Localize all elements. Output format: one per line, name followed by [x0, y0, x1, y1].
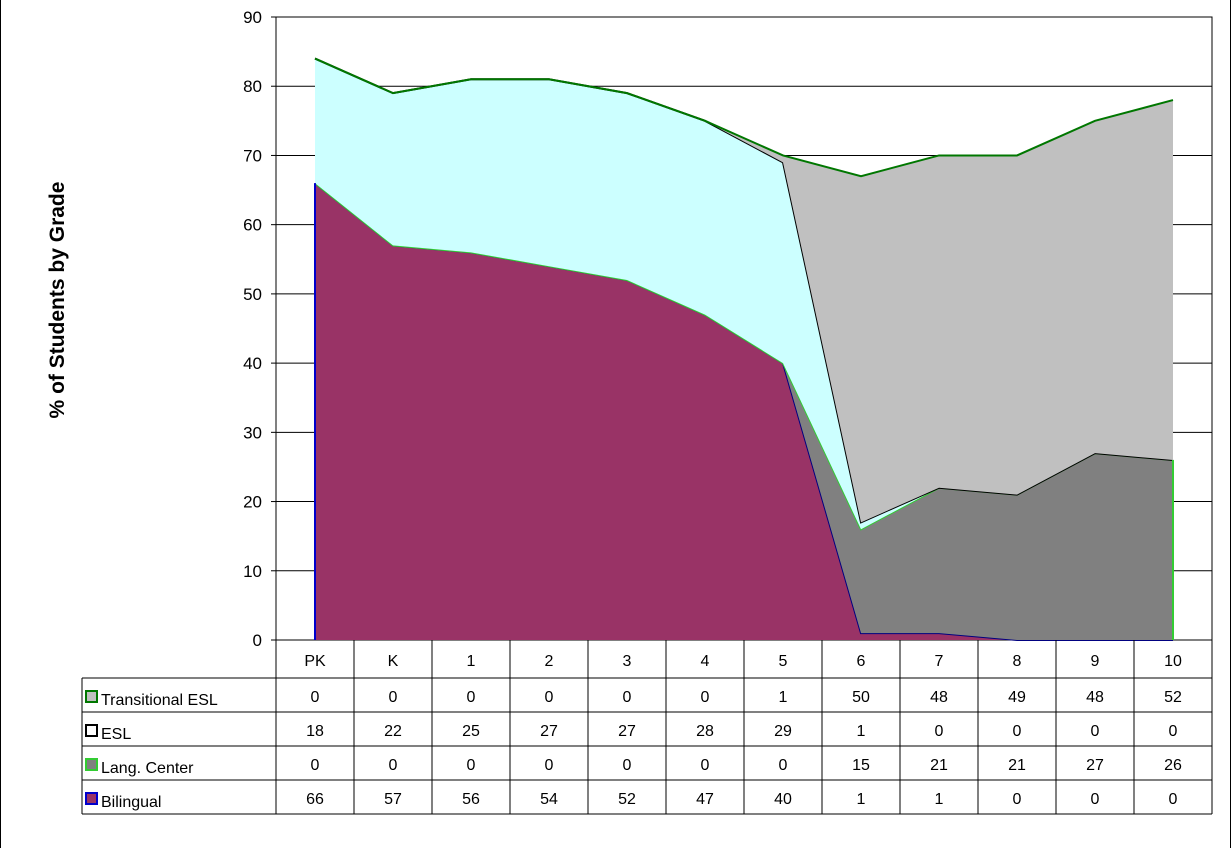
table-value: 18 [306, 723, 324, 740]
y-tick-label: 90 [243, 8, 262, 27]
table-value: 50 [852, 689, 870, 706]
y-tick-label: 40 [243, 354, 262, 373]
table-value: 0 [1013, 723, 1022, 740]
table-value: 0 [545, 689, 554, 706]
table-value: 0 [1169, 723, 1178, 740]
y-tick-label: 20 [243, 493, 262, 512]
table-value: 49 [1008, 689, 1026, 706]
table-value: 27 [540, 723, 558, 740]
table-value: 1 [935, 791, 944, 808]
table-value: 0 [1013, 791, 1022, 808]
legend-key-bilingual [85, 792, 98, 805]
x-category-label: 7 [935, 653, 944, 670]
table-value: 1 [857, 723, 866, 740]
legend-key-esl [85, 724, 98, 737]
table-value: 27 [618, 723, 636, 740]
table-value: 48 [930, 689, 948, 706]
x-category-label: K [388, 653, 399, 670]
table-value: 0 [701, 689, 710, 706]
x-category-label: 2 [545, 653, 554, 670]
table-value: 0 [1091, 791, 1100, 808]
area-lang-center [315, 183, 1173, 640]
table-value: 57 [384, 791, 402, 808]
table-value: 66 [306, 791, 324, 808]
table-value: 0 [389, 757, 398, 774]
y-tick-label: 80 [243, 77, 262, 96]
table-value: 0 [467, 757, 476, 774]
table-value: 0 [311, 689, 320, 706]
table-value: 0 [623, 689, 632, 706]
legend-label-bilingual: Bilingual [101, 794, 161, 811]
x-category-label: 5 [779, 653, 788, 670]
x-category-label: 4 [701, 653, 710, 670]
x-category-label: 10 [1164, 653, 1182, 670]
table-value: 40 [774, 791, 792, 808]
table-value: 0 [389, 689, 398, 706]
table-value: 29 [774, 723, 792, 740]
x-category-label: 3 [623, 653, 632, 670]
table-value: 22 [384, 723, 402, 740]
table-value: 0 [545, 757, 554, 774]
legend-label-lang-center: Lang. Center [101, 760, 194, 777]
y-tick-label: 50 [243, 285, 262, 304]
table-value: 27 [1086, 757, 1104, 774]
legend-label-esl: ESL [101, 726, 131, 743]
legend-label-transitional-esl: Transitional ESL [101, 692, 218, 709]
table-value: 52 [1164, 689, 1182, 706]
area-bilingual [315, 183, 1173, 640]
table-value: 0 [1169, 791, 1178, 808]
table-value: 1 [779, 689, 788, 706]
table-value: 21 [1008, 757, 1026, 774]
table-value: 0 [467, 689, 476, 706]
table-value: 0 [779, 757, 788, 774]
y-tick-label: 70 [243, 146, 262, 165]
area-transitional-esl [315, 58, 1173, 523]
table-value: 56 [462, 791, 480, 808]
y-tick-label: 60 [243, 216, 262, 235]
table-value: 1 [857, 791, 866, 808]
table-value: 26 [1164, 757, 1182, 774]
table-value: 54 [540, 791, 558, 808]
x-category-label: 9 [1091, 653, 1100, 670]
y-tick-label: 30 [243, 423, 262, 442]
y-tick-label: 10 [243, 562, 262, 581]
table-value: 25 [462, 723, 480, 740]
table-value: 28 [696, 723, 714, 740]
table-value: 0 [701, 757, 710, 774]
table-value: 15 [852, 757, 870, 774]
legend-key-lang-center [85, 758, 98, 771]
table-value: 21 [930, 757, 948, 774]
area-esl [315, 58, 1173, 530]
table-value: 48 [1086, 689, 1104, 706]
table-value: 0 [1091, 723, 1100, 740]
table-value: 52 [618, 791, 636, 808]
line-transitional-esl [314, 57, 1174, 178]
x-category-label: PK [304, 653, 326, 670]
table-value: 0 [311, 757, 320, 774]
x-category-label: 6 [857, 653, 866, 670]
x-category-label: 1 [467, 653, 476, 670]
y-tick-label: 0 [253, 631, 262, 650]
legend-key-transitional-esl [85, 690, 98, 703]
table-value: 47 [696, 791, 714, 808]
table-value: 0 [623, 757, 632, 774]
x-category-label: 8 [1013, 653, 1022, 670]
table-value: 0 [935, 723, 944, 740]
